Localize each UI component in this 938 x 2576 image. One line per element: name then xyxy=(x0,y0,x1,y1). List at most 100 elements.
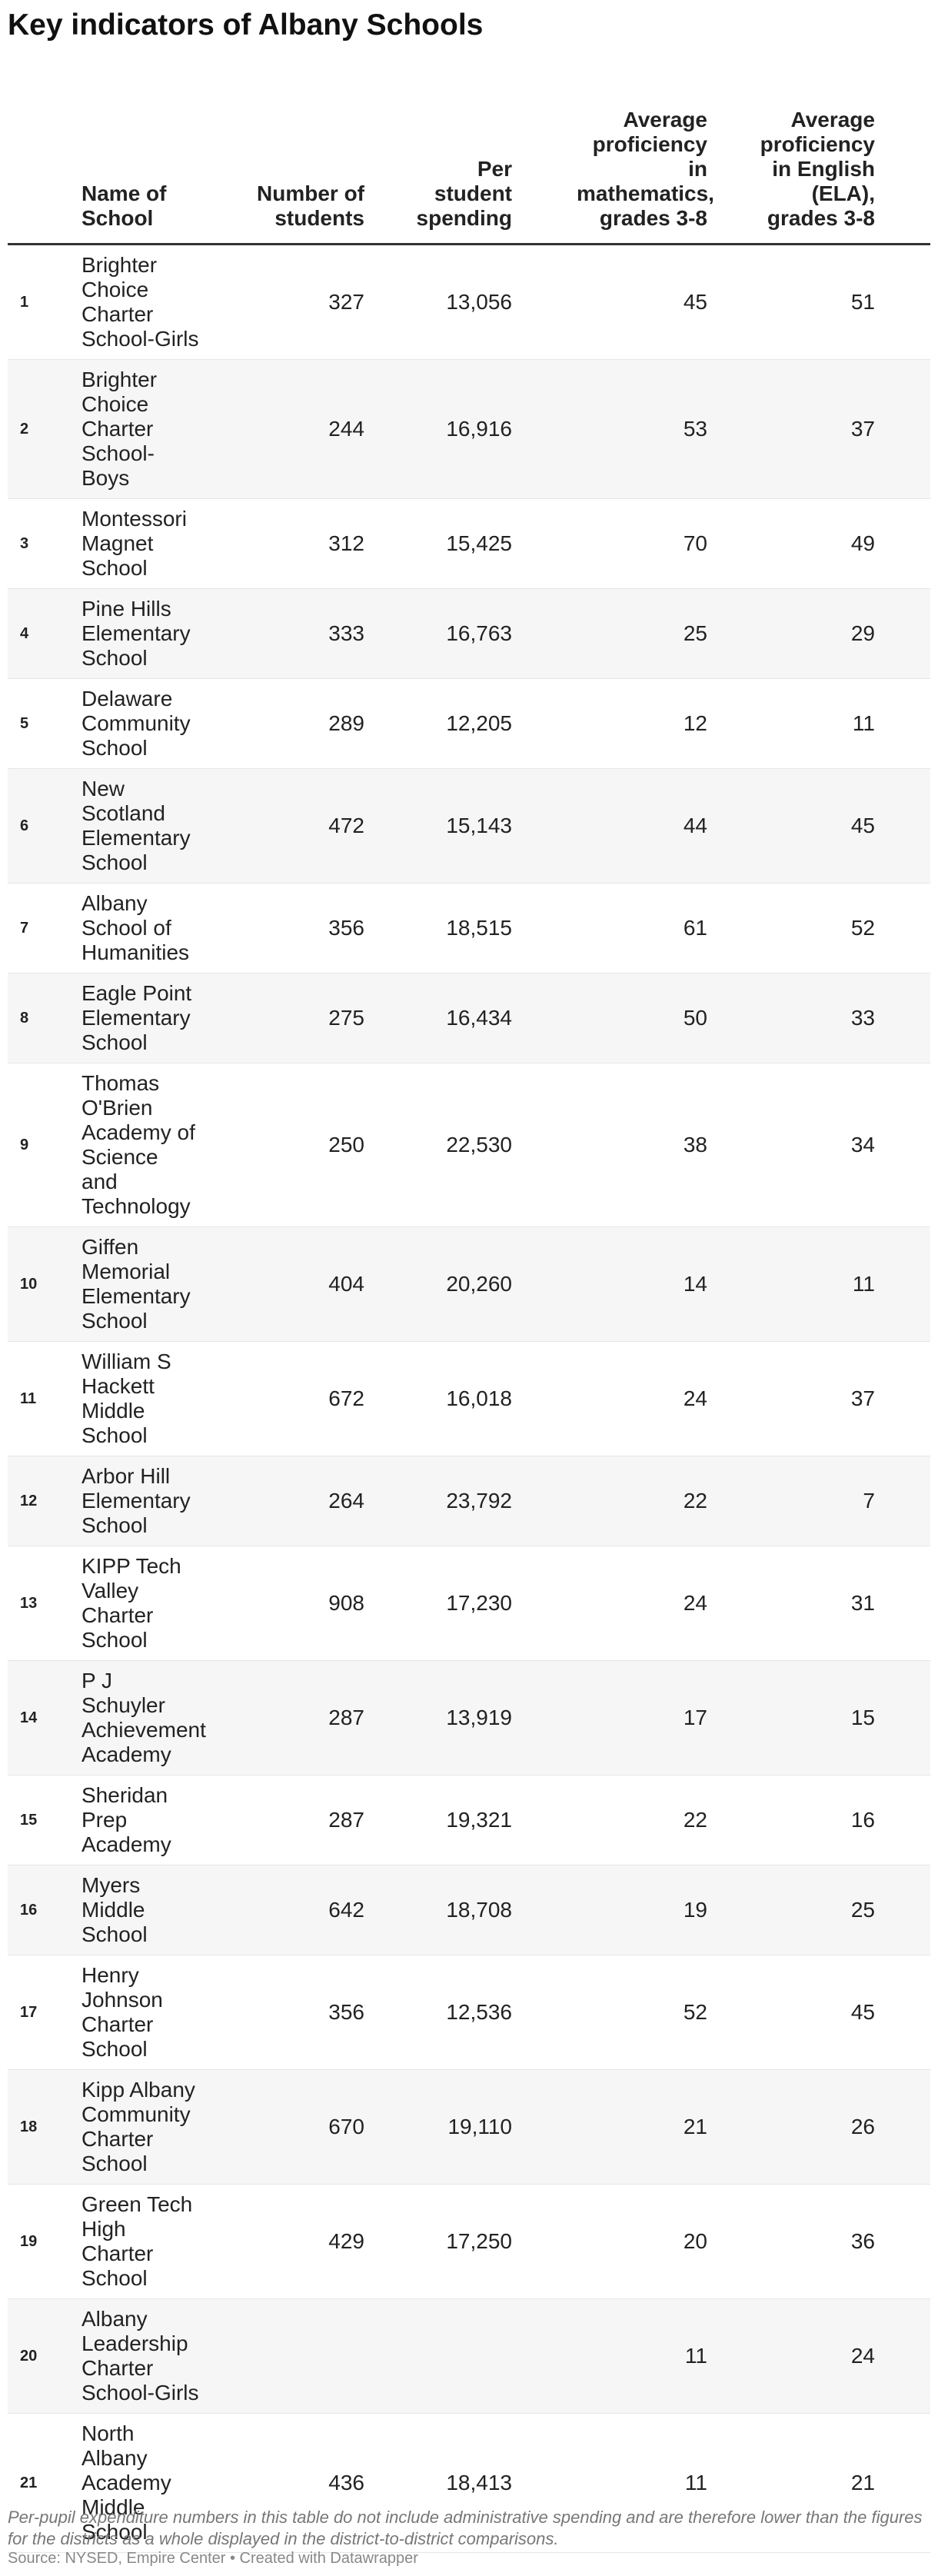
students-cell: 287 xyxy=(206,1775,364,1865)
ela-cell: 37 xyxy=(707,1341,875,1456)
students-cell: 327 xyxy=(206,244,364,360)
header-number-of-students[interactable]: Number of students xyxy=(206,80,364,245)
table-header-row: Name of School Number of students Per st… xyxy=(8,80,930,245)
ela-cell: 29 xyxy=(707,588,875,679)
header-ela-proficiency[interactable]: Average proficiency in English (ELA), gr… xyxy=(707,80,875,245)
cut-off-cell xyxy=(875,588,930,679)
school-name-cell: KIPP Tech Valley Charter School xyxy=(81,1546,206,1661)
ela-cell: 31 xyxy=(707,1546,875,1661)
table-row: 10 Giffen Memorial Elementary School 404 20… xyxy=(8,1226,930,1342)
cut-off-cell xyxy=(875,1775,930,1865)
header-label: Per student spending xyxy=(416,157,512,230)
ela-cell: 45 xyxy=(707,1955,875,2070)
table-row: 8 Eagle Point Elementary School 275 16,434 5… xyxy=(8,973,930,1063)
table-row: 11 William S Hackett Middle School 672 16,0… xyxy=(8,1341,930,1456)
students-cell: 908 xyxy=(206,1546,364,1661)
students-cell: 289 xyxy=(206,678,364,769)
students-cell: 356 xyxy=(206,1955,364,2070)
chart-container: Key indicators of Albany Schools Name of… xyxy=(8,0,930,2567)
header-label: Name of School xyxy=(81,181,167,230)
math-cell: 19 xyxy=(512,1865,707,1955)
header-math-proficiency[interactable]: Average proficiency in mathematics, grad… xyxy=(512,80,714,245)
source-credit: Source: NYSED, Empire Center • Created w… xyxy=(8,2550,418,2567)
ela-cell: 33 xyxy=(707,973,875,1063)
spending-cell: 18,413 xyxy=(364,2413,512,2553)
math-cell: 24 xyxy=(512,1341,707,1456)
table-row: 7 Albany School of Humanities 356 18,515 61 5… xyxy=(8,883,930,973)
ela-cell: 16 xyxy=(707,1775,875,1865)
cut-off-cell xyxy=(875,2069,930,2185)
school-name-cell: Henry Johnson Charter School xyxy=(81,1955,206,2070)
table-row: 16 Myers Middle School 642 18,708 19 25 xyxy=(8,1865,930,1955)
math-cell: 12 xyxy=(512,678,707,769)
spending-cell: 15,143 xyxy=(364,768,512,884)
rank-cell: 14 xyxy=(8,1660,81,1776)
rank-cell: 5 xyxy=(8,678,81,769)
data-table: Name of School Number of students Per st… xyxy=(8,80,930,2553)
table-row: 1 Brighter Choice Charter School-Girls 327… xyxy=(8,244,930,360)
ela-cell: 7 xyxy=(707,1456,875,1546)
rank-cell: 6 xyxy=(8,768,81,884)
cut-off-cell xyxy=(875,1955,930,2070)
math-cell: 53 xyxy=(512,359,707,499)
ela-cell: 45 xyxy=(707,768,875,884)
school-name-cell: New Scotland Elementary School xyxy=(81,768,206,884)
cut-off-cell xyxy=(875,359,930,499)
cut-off-cell xyxy=(875,1456,930,1546)
spending-cell: 22,530 xyxy=(364,1063,512,1227)
header-name-of-school[interactable]: Name of School xyxy=(81,80,206,245)
students-cell: 244 xyxy=(206,359,364,499)
footnote: Per-pupil expenditure numbers in this ta… xyxy=(8,2508,923,2548)
math-cell: 11 xyxy=(512,2298,707,2414)
cut-off-cell xyxy=(875,2184,930,2299)
students-cell: 333 xyxy=(206,588,364,679)
school-name-cell: Albany School of Humanities xyxy=(81,883,206,973)
math-cell: 70 xyxy=(512,498,707,589)
table-row: 19 Green Tech High Charter School 429 17,25… xyxy=(8,2184,930,2299)
school-name-cell: Green Tech High Charter School xyxy=(81,2184,206,2299)
cut-off-cell xyxy=(875,883,930,973)
cut-off-cell xyxy=(875,1226,930,1342)
math-cell: 17 xyxy=(512,1660,707,1776)
ela-cell: 37 xyxy=(707,359,875,499)
header-label: Average proficiency in English (ELA), gr… xyxy=(760,108,875,230)
rank-cell: 11 xyxy=(8,1341,81,1456)
rank-cell: 9 xyxy=(8,1063,81,1227)
header-per-student-spending[interactable]: Per student spending xyxy=(364,80,512,245)
ela-cell: 36 xyxy=(707,2184,875,2299)
header-label: Average proficiency in mathematics, grad… xyxy=(577,108,714,230)
cut-off-cell xyxy=(875,1865,930,1955)
cut-off-cell xyxy=(875,678,930,769)
math-cell: 44 xyxy=(512,768,707,884)
rank-cell: 1 xyxy=(8,244,81,360)
table-row: 9 Thomas O'Brien Academy of Science and T… xyxy=(8,1063,930,1227)
cut-off-cell xyxy=(875,2413,930,2553)
rank-cell: 7 xyxy=(8,883,81,973)
school-name-cell: Sheridan Prep Academy xyxy=(81,1775,206,1865)
spending-cell: 16,916 xyxy=(364,359,512,499)
spending-cell: 17,230 xyxy=(364,1546,512,1661)
rank-cell: 4 xyxy=(8,588,81,679)
spending-cell: 18,708 xyxy=(364,1865,512,1955)
table-row: 5 Delaware Community School 289 12,205 12 11 xyxy=(8,678,930,769)
school-name-cell: Montessori Magnet School xyxy=(81,498,206,589)
cut-off-cell xyxy=(875,1546,930,1661)
students-cell: 642 xyxy=(206,1865,364,1955)
rank-cell: 20 xyxy=(8,2298,81,2414)
header-rank xyxy=(8,80,81,245)
school-name-cell: Kipp Albany Community Charter School xyxy=(81,2069,206,2185)
header-label: Number of students xyxy=(257,181,364,230)
table-row: 14 P J Schuyler Achievement Academy 287 13,… xyxy=(8,1660,930,1776)
math-cell: 24 xyxy=(512,1546,707,1661)
table-row: 12 Arbor Hill Elementary School 264 23,792 2… xyxy=(8,1456,930,1546)
school-name-cell: Giffen Memorial Elementary School xyxy=(81,1226,206,1342)
ela-cell: 25 xyxy=(707,1865,875,1955)
ela-cell: 34 xyxy=(707,1063,875,1227)
rank-cell: 12 xyxy=(8,1456,81,1546)
table-viewport[interactable]: Name of School Number of students Per st… xyxy=(8,80,930,2553)
header-cut-off-column xyxy=(875,80,930,245)
chart-title: Key indicators of Albany Schools xyxy=(8,8,484,42)
students-cell: 436 xyxy=(206,2413,364,2553)
spending-cell: 16,763 xyxy=(364,588,512,679)
school-name-cell: Pine Hills Elementary School xyxy=(81,588,206,679)
